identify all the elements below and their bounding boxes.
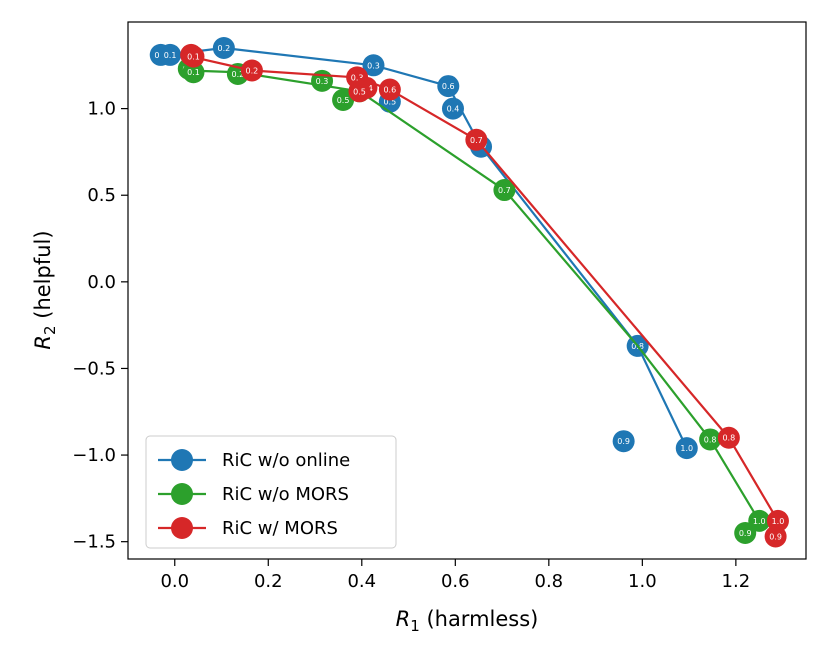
data-point-label: 0.3 — [351, 73, 364, 82]
data-point — [182, 61, 205, 84]
legend-box — [145, 435, 397, 549]
x-tick-label: 1.0 — [628, 571, 657, 592]
data-point-label: 0.2 — [232, 70, 245, 79]
data-point-label: 0.7 — [470, 136, 483, 145]
data-point-label: 0.6 — [442, 82, 455, 91]
data-point-label: 0.2 — [246, 67, 259, 76]
series-layer: 0.00.10.20.30.40.50.60.70.80.91.00.00.10… — [149, 36, 789, 548]
data-point — [378, 78, 401, 101]
series-group: 0.00.10.20.30.40.50.60.70.80.91.0 — [180, 43, 789, 548]
x-tick-label: 0.2 — [254, 571, 283, 592]
data-point — [748, 509, 771, 532]
data-point-label: 0.8 — [704, 435, 717, 444]
data-point-label: 0.3 — [316, 77, 329, 86]
data-point — [717, 426, 740, 449]
data-point-label: 0.5 — [337, 96, 350, 105]
data-point — [766, 509, 789, 532]
data-point — [699, 428, 722, 451]
legend-label: RiC w/ MORS — [222, 518, 338, 539]
data-point-label: 0.5 — [353, 87, 366, 96]
x-tick-label: 0.0 — [160, 571, 189, 592]
y-tick-label: 0.0 — [87, 272, 116, 293]
legend-label: RiC w/o online — [222, 450, 350, 471]
legend: RiC w/o online RiC w/o MORS RiC w/ MORS — [145, 435, 397, 549]
data-point — [212, 36, 235, 59]
data-point — [182, 45, 205, 68]
data-point — [465, 128, 488, 151]
data-point-label: 0.7 — [498, 186, 511, 195]
y-tick-label: −1.5 — [72, 532, 116, 553]
data-point-label: 0.8 — [722, 434, 735, 443]
data-point-label: 1.0 — [753, 517, 766, 526]
legend-marker — [171, 449, 193, 471]
y-tick-label: 1.0 — [87, 99, 116, 120]
legend-entries: RiC w/o online RiC w/o MORS RiC w/ MORS — [158, 449, 350, 539]
data-point-label: 0.4 — [447, 105, 460, 114]
x-tick-label: 1.2 — [722, 571, 751, 592]
x-tick-label: 0.6 — [441, 571, 470, 592]
y-tick-label: 0.5 — [87, 185, 116, 206]
data-point — [612, 430, 635, 453]
data-point-label: 0.1 — [187, 53, 200, 62]
data-point-label: 0.6 — [383, 86, 396, 95]
x-tick-label: 0.4 — [347, 571, 376, 592]
y-axis-label: R2 (helpful) — [31, 230, 59, 349]
data-point — [675, 437, 698, 460]
data-point-label: 0.5 — [383, 98, 396, 107]
data-point-label: 1.0 — [680, 444, 693, 453]
x-axis: 0.0 0.2 0.4 0.6 0.8 1.0 1.2 — [160, 559, 750, 592]
x-tick-label: 0.8 — [535, 571, 564, 592]
plot-frame — [127, 21, 807, 560]
data-point — [332, 88, 355, 111]
data-point-label: 0.1 — [187, 68, 200, 77]
data-point — [441, 97, 464, 120]
data-point-label: 0.9 — [739, 529, 752, 538]
legend-marker — [171, 483, 193, 505]
legend-marker — [171, 517, 193, 539]
y-axis: −1.5 −1.0 −0.5 0.0 0.5 1.0 — [72, 99, 128, 553]
x-axis-label: R1 (harmless) — [396, 607, 539, 635]
data-point — [362, 54, 385, 77]
y-tick-label: −1.0 — [72, 445, 116, 466]
data-point — [240, 59, 263, 82]
data-point-label: 0.1 — [164, 51, 177, 60]
data-point — [159, 43, 182, 66]
y-tick-label: −0.5 — [72, 358, 116, 379]
data-point-label: 0.2 — [217, 44, 230, 53]
plot-area: 0.00.10.20.30.40.50.60.70.80.91.00.00.10… — [127, 21, 807, 560]
data-point-label: 0.9 — [769, 532, 782, 541]
data-point-label: 0.3 — [367, 61, 380, 70]
data-point — [493, 179, 516, 202]
data-point-label: 1.0 — [772, 517, 785, 526]
data-point — [437, 75, 460, 98]
data-point-label: 0.9 — [617, 437, 630, 446]
data-point — [348, 80, 371, 103]
legend-label: RiC w/o MORS — [222, 484, 349, 505]
